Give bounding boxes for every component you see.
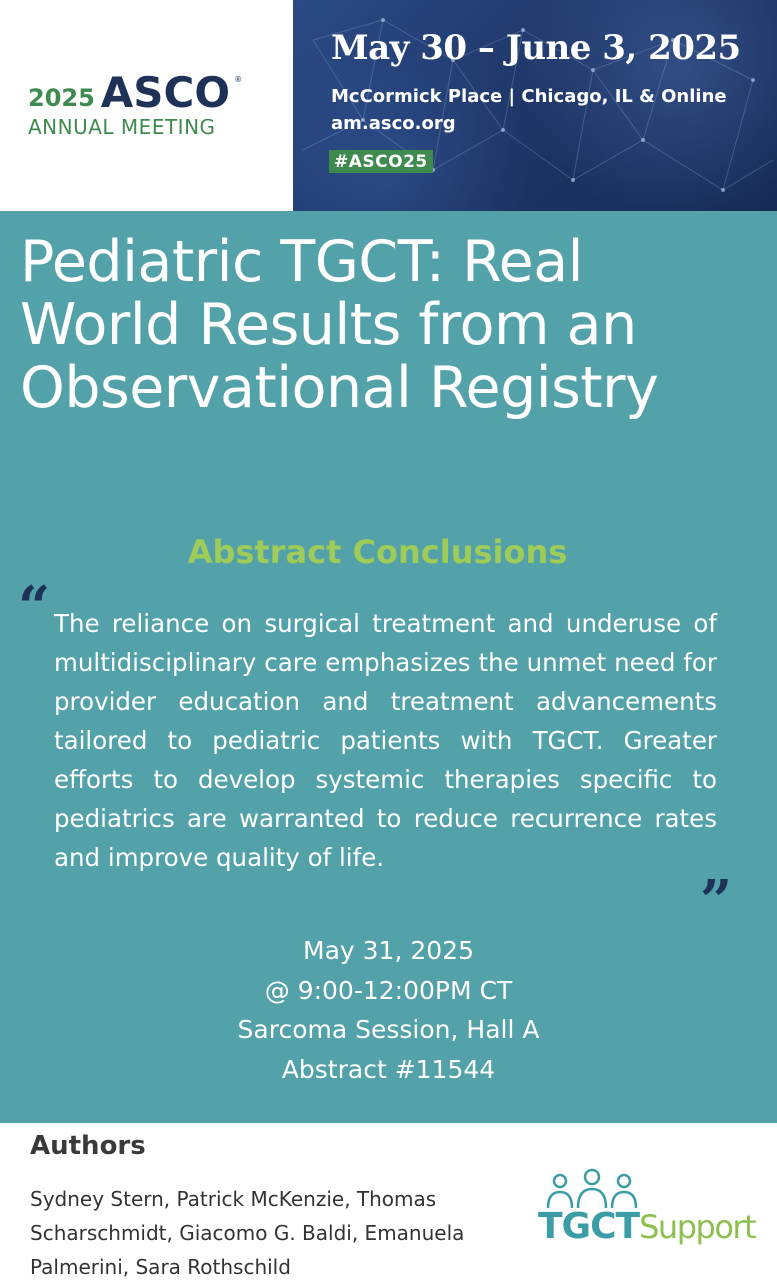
tgct-support-logo: TGCTSupport <box>538 1168 763 1258</box>
tgct-wordmark: TGCTSupport <box>538 1206 757 1247</box>
asco-logo: 2025 ASCO ® ANNUAL MEETING <box>0 0 293 211</box>
tgct-wordmark-bold: TGCT <box>538 1206 640 1247</box>
tgct-wordmark-light: Support <box>639 1208 757 1246</box>
session-time: @ 9:00-12:00PM CT <box>264 975 513 1005</box>
event-hashtag: #ASCO25 <box>329 150 433 173</box>
people-group-icon <box>546 1168 638 1209</box>
logo-wordmark: 2025 ASCO ® <box>28 72 244 114</box>
event-url: am.asco.org <box>331 113 456 134</box>
event-dates: May 30 – June 3, 2025 <box>331 28 741 68</box>
network-background-icon <box>302 18 774 192</box>
abstract-number: Abstract #11544 <box>281 1054 496 1084</box>
registered-mark: ® <box>234 75 243 84</box>
event-location: McCormick Place | Chicago, IL & Online <box>331 86 727 107</box>
abstract-panel: Pediatric TGCT: Real World Results from … <box>0 211 777 1123</box>
authors-heading: Authors <box>30 1131 146 1161</box>
session-info: May 31, 2025 @ 9:00-12:00PM CT Sarcoma S… <box>0 931 777 1089</box>
logo-subtitle: ANNUAL MEETING <box>28 115 216 139</box>
event-banner: May 30 – June 3, 2025 McCormick Place | … <box>293 0 777 211</box>
authors-list: Sydney Stern, Patrick McKenzie, Thomas S… <box>30 1187 465 1279</box>
session-date: May 31, 2025 <box>303 936 474 965</box>
conclusions-heading: Abstract Conclusions <box>187 533 568 571</box>
header: 2025 ASCO ® ANNUAL MEETING May 30 – June… <box>0 0 777 211</box>
close-quote-icon: ” <box>700 868 733 934</box>
poster-title: Pediatric TGCT: Real World Results from … <box>20 229 659 421</box>
logo-name: ASCO <box>100 68 231 117</box>
logo-year: 2025 <box>28 84 95 112</box>
conclusion-quote: The reliance on surgical treatment and u… <box>54 609 717 872</box>
session-room: Sarcoma Session, Hall A <box>237 1015 540 1044</box>
open-quote-icon: “ <box>18 574 51 640</box>
